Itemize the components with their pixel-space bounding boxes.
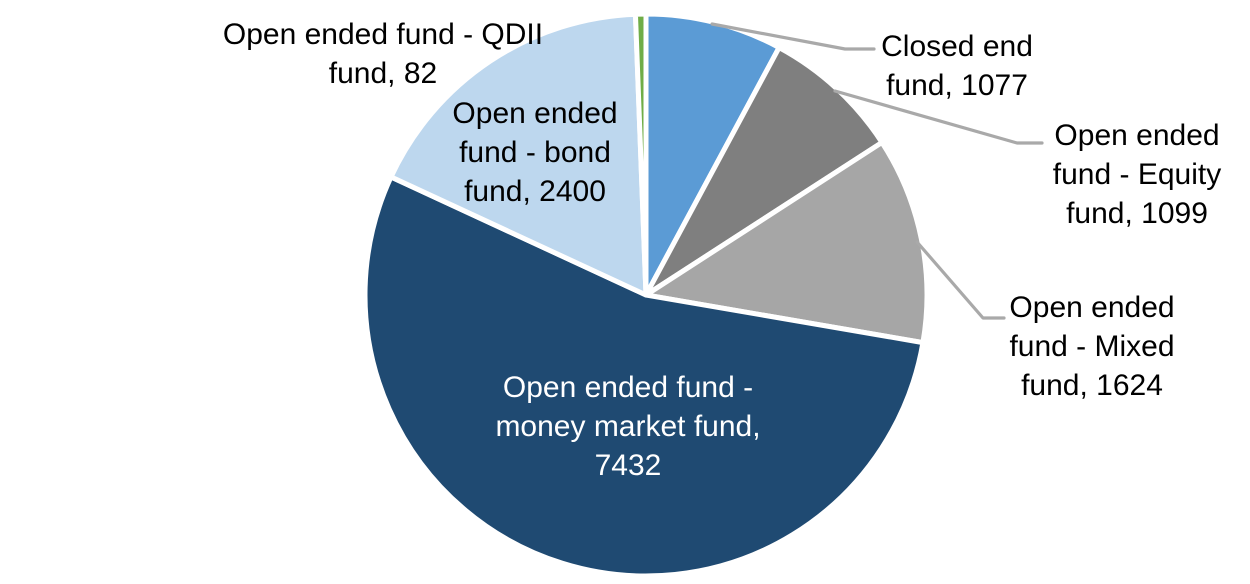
leader-line-open-ended-fund-equity-fund bbox=[833, 89, 1044, 145]
leader-line-closed-end-fund bbox=[710, 22, 876, 51]
pie-slice-open-ended-fund-money-market-fund bbox=[362, 174, 926, 579]
pie-slice-open-ended-fund-bond-fund bbox=[388, 11, 649, 298]
pie-slice-open-ended-fund-equity-fund bbox=[643, 45, 885, 298]
pie-slice-closed-end-fund bbox=[643, 11, 782, 298]
pie-slice-open-ended-fund-mixed-fund bbox=[643, 139, 930, 346]
pie-slice-open-ended-fund-qdii-fund bbox=[632, 11, 649, 298]
leader-line-open-ended-fund-mixed-fund bbox=[915, 240, 1006, 320]
